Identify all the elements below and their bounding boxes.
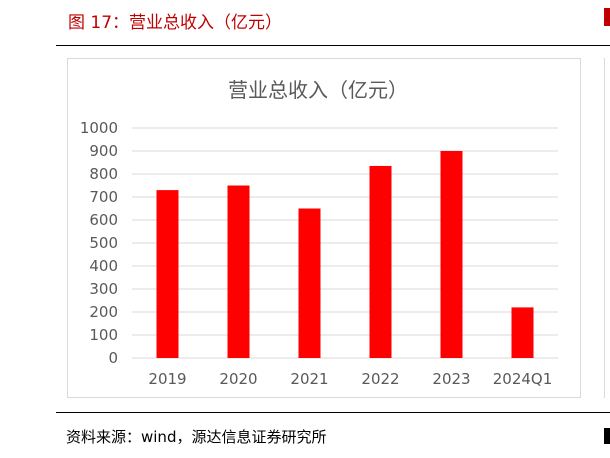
y-tick-label: 100 [89, 326, 118, 344]
adjacent-figure-title-fragment [604, 8, 610, 26]
y-tick-label: 1000 [80, 119, 118, 137]
x-tick-label: 2022 [361, 370, 399, 388]
adjacent-source-fragment [604, 428, 610, 444]
chart-frame [67, 58, 581, 398]
adjacent-chart-frame-edge [604, 58, 605, 398]
x-tick-label: 2021 [290, 370, 328, 388]
bar-2023 [440, 151, 463, 358]
bar-2024Q1 [511, 307, 534, 358]
bar-2020 [227, 185, 250, 358]
y-tick-label: 900 [89, 142, 118, 160]
y-axis-ticks: 0 100 200 300 400 500 600 700 800 900 1000 [80, 119, 118, 367]
y-tick-label: 600 [89, 211, 118, 229]
source-note: 资料来源：wind，源达信息证券研究所 [66, 428, 327, 446]
x-tick-label: 2024Q1 [493, 370, 553, 388]
y-tick-label: 500 [89, 234, 118, 252]
y-tick-label: 800 [89, 165, 118, 183]
y-tick-label: 400 [89, 257, 118, 275]
bottom-rule [56, 412, 610, 413]
y-tick-label: 700 [89, 188, 118, 206]
chart-title: 营业总收入（亿元） [228, 78, 408, 102]
y-tick-label: 300 [89, 280, 118, 298]
figure-title: 图 17：营业总收入（亿元） [68, 13, 283, 33]
bar-2021 [298, 208, 321, 358]
bar-2022 [369, 165, 392, 358]
x-tick-label: 2023 [432, 370, 470, 388]
x-tick-label: 2020 [219, 370, 257, 388]
y-tick-label: 0 [108, 349, 118, 367]
bar-2019 [156, 190, 179, 358]
bars [156, 151, 534, 358]
x-tick-label: 2019 [148, 370, 186, 388]
x-axis-ticks: 2019 2020 2021 2022 2023 2024Q1 [148, 370, 552, 388]
top-rule [56, 45, 610, 46]
gridlines [132, 127, 558, 359]
y-tick-label: 200 [89, 303, 118, 321]
